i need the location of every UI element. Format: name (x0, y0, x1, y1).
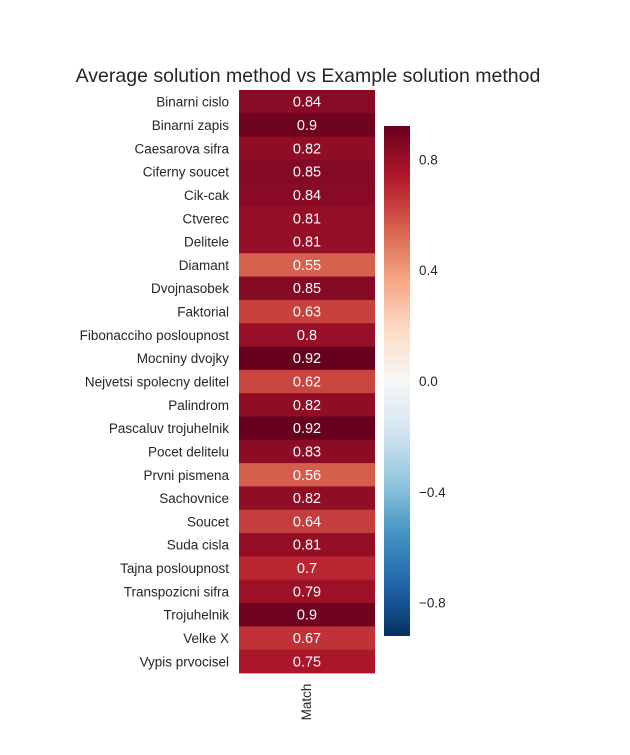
cell-value-label: 0.8 (297, 328, 317, 344)
cell-value-label: 0.85 (293, 281, 321, 297)
cell-value-label: 0.75 (293, 654, 321, 670)
cell-value-label: 0.83 (293, 444, 321, 460)
colorbar-tick-label: −0.4 (419, 485, 446, 500)
row-label: Caesarova sifra (134, 141, 229, 156)
row-label: Tajna posloupnost (120, 561, 229, 576)
row-label: Fibonacciho posloupnost (80, 328, 230, 343)
row-label: Pascaluv trojuhelnik (109, 421, 229, 436)
cell-value-label: 0.81 (293, 538, 321, 554)
cell-value-label: 0.82 (293, 491, 321, 507)
cell-value-label: 0.67 (293, 631, 321, 647)
row-label: Palindrom (168, 398, 229, 413)
heatmap-cell (239, 276, 375, 301)
cell-value-label: 0.92 (293, 421, 321, 437)
cell-value-labels: 0.84 0.9 0.82 0.85 0.84 0.81 0.81 0.55 0.85 0.63 0… (293, 95, 321, 671)
heatmap-cell (239, 253, 375, 277)
colorbar-tick-label: 0.0 (419, 374, 438, 389)
row-label: Nejvetsi spolecny delitel (85, 375, 229, 390)
row-label: Ctverec (182, 211, 229, 226)
cell-value-label: 0.55 (293, 258, 321, 274)
row-label: Mocniny dvojky (137, 351, 230, 366)
row-label: Diamant (179, 258, 230, 273)
heatmap-cell (239, 439, 375, 464)
heatmap-cell (239, 346, 375, 371)
heatmap-cell (239, 369, 375, 394)
row-label: Pocet delitelu (148, 444, 229, 459)
heatmap-cell (239, 183, 375, 207)
row-label: Binarni zapis (152, 118, 230, 133)
cell-value-label: 0.7 (297, 561, 317, 577)
cell-value-label: 0.81 (293, 211, 321, 227)
cell-value-label: 0.85 (293, 165, 321, 181)
heatmap-cell (239, 533, 375, 557)
heatmap-cell (239, 486, 375, 511)
cell-value-label: 0.84 (293, 188, 321, 204)
cell-value-label: 0.92 (293, 351, 321, 367)
heatmap-cell (239, 556, 375, 581)
heatmap-cell (239, 323, 375, 347)
heatmap-cell (239, 649, 375, 674)
row-labels: Binarni cislo Binarni zapis Caesarova sifr… (80, 95, 230, 670)
row-label: Dvojnasobek (151, 281, 229, 296)
row-label: Cik-cak (184, 188, 229, 203)
cell-value-label: 0.79 (293, 584, 321, 600)
cell-value-label: 0.9 (297, 608, 317, 624)
cell-value-label: 0.64 (293, 514, 321, 530)
cell-value-label: 0.63 (293, 305, 321, 321)
cell-value-label: 0.56 (293, 468, 321, 484)
row-label: Delitele (184, 235, 229, 250)
heatmap-cell (239, 113, 375, 138)
cell-value-label: 0.62 (293, 375, 321, 391)
cell-value-label: 0.82 (293, 141, 321, 157)
row-label: Faktorial (177, 305, 229, 320)
heatmap-cell (239, 603, 375, 627)
colorbar-tick-label: 0.4 (419, 263, 438, 278)
chart-title: Average solution method vs Example solut… (76, 65, 541, 87)
row-label: Velke X (183, 631, 229, 646)
cell-value-label: 0.81 (293, 235, 321, 251)
heatmap-cells (239, 90, 375, 674)
cell-value-label: 0.84 (293, 95, 321, 111)
heatmap-cell (239, 90, 375, 114)
heatmap-cell (239, 509, 375, 534)
row-label: Vypis prvocisel (139, 654, 229, 669)
heatmap-cell (239, 229, 375, 254)
heatmap-cell (239, 136, 375, 161)
heatmap-cell (239, 206, 375, 231)
heatmap-cell (239, 159, 375, 184)
heatmap-cell (239, 626, 375, 651)
heatmap-cell (239, 463, 375, 487)
row-label: Transpozicni sifra (124, 584, 230, 599)
row-label: Trojuhelnik (163, 608, 229, 623)
row-label: Binarni cislo (156, 95, 229, 110)
heatmap-cell (239, 299, 375, 324)
heatmap-cell (239, 416, 375, 441)
colorbar-tick-label: −0.8 (419, 596, 446, 611)
cell-value-label: 0.82 (293, 398, 321, 414)
column-label-match: Match (299, 684, 314, 721)
cell-value-label: 0.9 (297, 118, 317, 134)
row-label: Soucet (187, 514, 229, 529)
row-label: Prvni pismena (143, 468, 229, 483)
row-label: Suda cisla (167, 538, 230, 553)
row-label: Sachovnice (159, 491, 229, 506)
colorbar-tick-label: 0.8 (419, 152, 438, 167)
colorbar-ticks: 0.8 0.4 0.0 −0.4 −0.8 (419, 152, 446, 610)
heatmap-cell (239, 393, 375, 417)
row-label: Ciferny soucet (143, 165, 230, 180)
heatmap-cell (239, 579, 375, 604)
colorbar (384, 126, 410, 636)
